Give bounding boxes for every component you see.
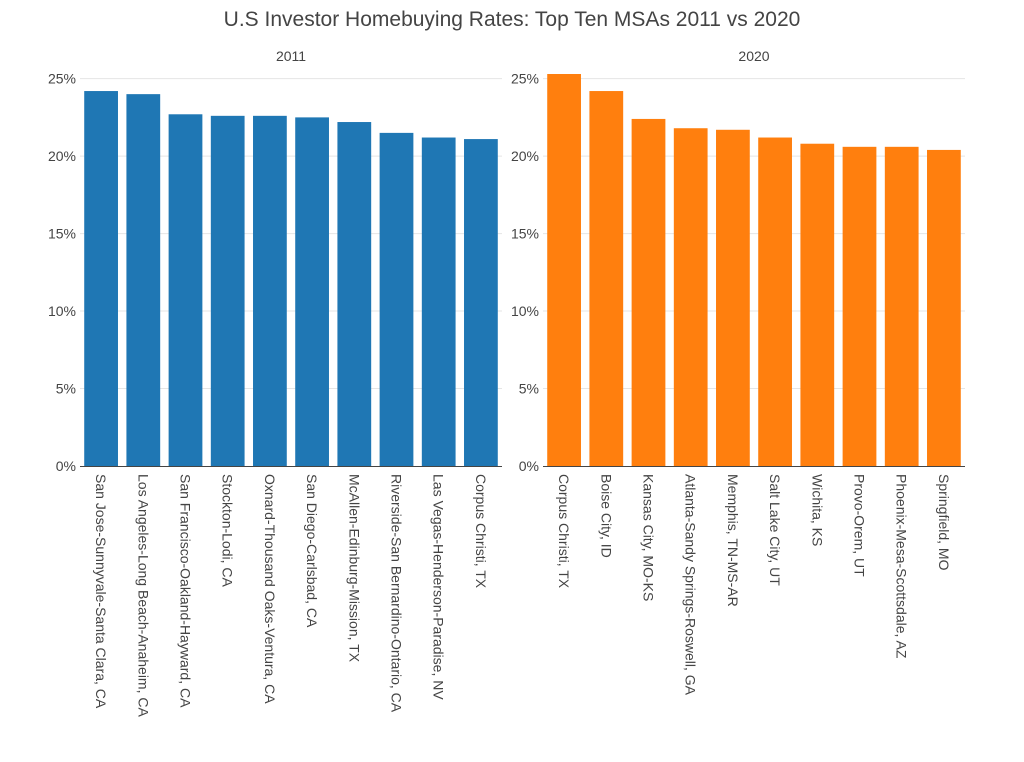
bar <box>673 128 708 466</box>
bar <box>758 137 792 466</box>
y-tick-label: 0% <box>56 458 76 474</box>
bar <box>421 137 456 466</box>
x-tick-label: Las Vegas-Henderson-Paradise, NV <box>431 474 447 700</box>
bar <box>210 115 245 467</box>
x-tick-label: Oxnard-Thousand Oaks-Ventura, CA <box>262 474 278 704</box>
x-tick-label: San Francisco-Oakland-Hayward, CA <box>178 474 194 708</box>
x-tick-label: Salt Lake City, UT <box>767 474 783 586</box>
x-tick-label: Riverside-San Bernardino-Ontario, CA <box>389 474 405 713</box>
y-tick-label: 15% <box>511 226 539 242</box>
subplot-title: 2020 <box>738 48 769 64</box>
x-tick-label: Phoenix-Mesa-Scottsdale, AZ <box>894 474 910 659</box>
bar <box>379 132 414 466</box>
bar <box>126 94 161 466</box>
y-tick-label: 15% <box>48 226 76 242</box>
bar <box>295 117 329 467</box>
bar <box>253 115 287 467</box>
y-tick-label: 20% <box>48 148 76 164</box>
bar <box>84 91 118 466</box>
x-tick-label: Wichita, KS <box>809 474 825 546</box>
x-tick-label: Springfield, MO <box>936 474 952 571</box>
x-tick-label: McAllen-Edinburg-Mission, TX <box>346 474 362 663</box>
y-tick-label: 0% <box>519 458 539 474</box>
bar <box>337 122 372 467</box>
y-tick-label: 5% <box>56 381 76 397</box>
y-tick-label: 10% <box>511 303 539 319</box>
x-tick-label: Los Angeles-Long Beach-Anaheim, CA <box>135 474 151 717</box>
bar <box>884 146 919 466</box>
x-tick-label: San Jose-Sunnyvale-Santa Clara, CA <box>93 474 109 709</box>
x-tick-label: Corpus Christi, TX <box>473 474 489 589</box>
bar <box>464 139 498 466</box>
bar <box>631 118 666 467</box>
x-tick-label: Stockton-Lodi, CA <box>220 474 236 587</box>
x-tick-label: Memphis, TN-MS-AR <box>725 474 741 607</box>
bar <box>800 143 835 466</box>
y-tick-label: 10% <box>48 303 76 319</box>
bar <box>589 91 624 466</box>
x-tick-label: Atlanta-Sandy Springs-Roswell, GA <box>683 474 699 696</box>
bar <box>547 74 581 466</box>
x-tick-label: Corpus Christi, TX <box>556 474 572 589</box>
bar <box>168 114 203 467</box>
y-tick-label: 25% <box>511 71 539 87</box>
x-tick-label: Kansas City, MO-KS <box>641 474 657 601</box>
bar <box>716 129 750 466</box>
chart-title: U.S Investor Homebuying Rates: Top Ten M… <box>223 8 801 31</box>
x-tick-label: Provo-Orem, UT <box>852 474 868 577</box>
x-tick-label: Boise City, ID <box>598 474 614 558</box>
y-tick-label: 25% <box>48 71 76 87</box>
bar <box>842 146 877 466</box>
y-tick-label: 20% <box>511 148 539 164</box>
y-tick-label: 5% <box>519 381 539 397</box>
bar <box>927 149 961 466</box>
subplot-title: 2011 <box>276 48 306 64</box>
x-tick-label: San Diego-Carlsbad, CA <box>304 474 320 628</box>
